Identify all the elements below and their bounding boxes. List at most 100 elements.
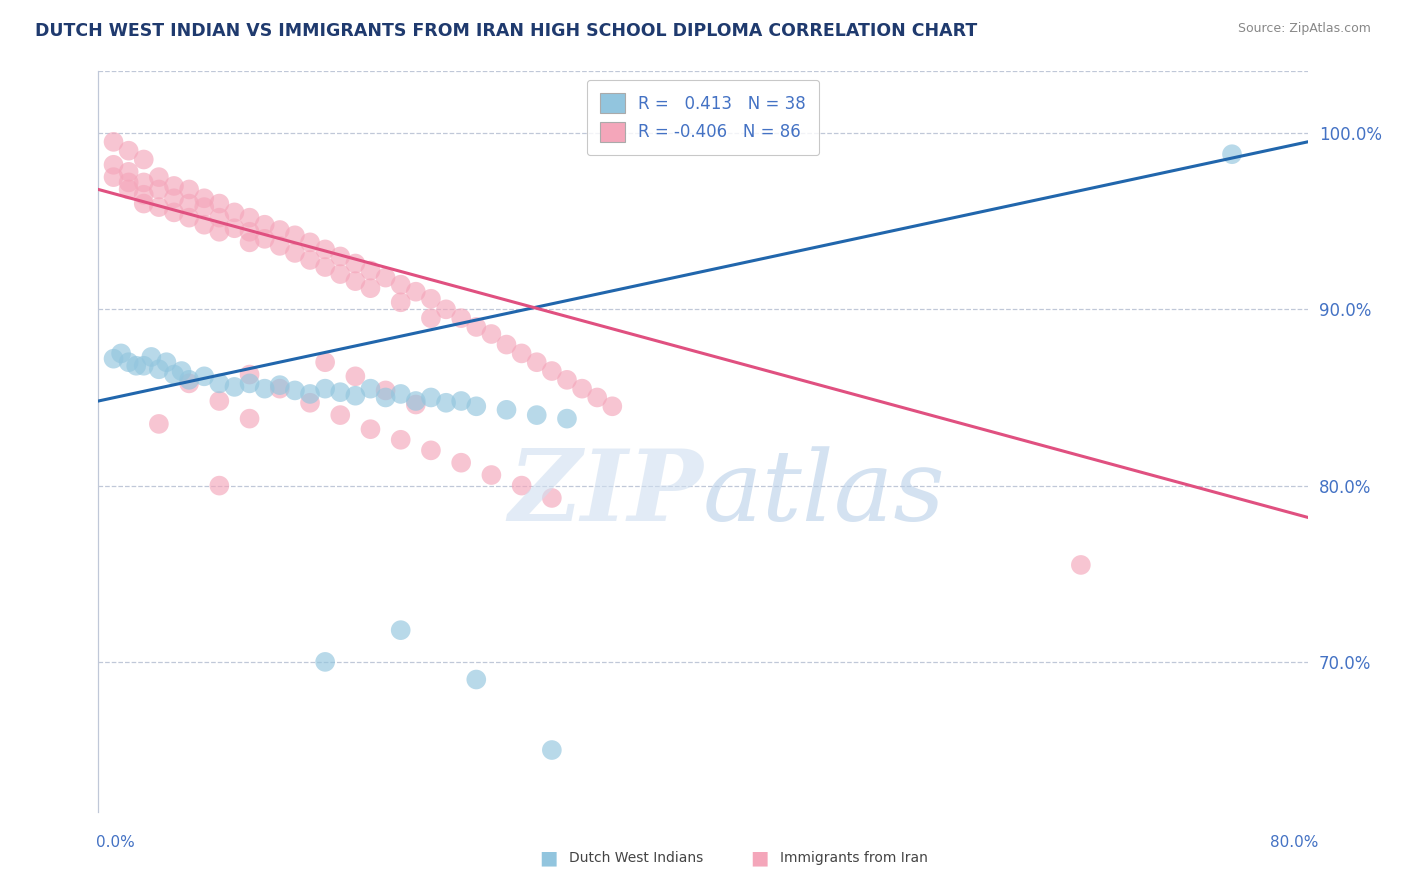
Point (284, 246, 307, 260)
Point (269, 378, 291, 392)
Point (420, 443, 443, 458)
Point (1220, 147, 1243, 161)
Point (193, 218, 215, 232)
Point (170, 364, 193, 378)
Point (239, 211, 262, 225)
Point (481, 326, 503, 341)
Point (141, 350, 163, 364)
Text: ■: ■ (538, 848, 558, 868)
Point (299, 387, 322, 401)
Point (239, 368, 262, 382)
Point (389, 295, 412, 310)
Point (118, 355, 141, 369)
Point (284, 384, 307, 398)
Point (314, 243, 336, 257)
Point (193, 369, 215, 384)
Point (405, 285, 427, 299)
Point (299, 252, 322, 267)
Point (163, 368, 186, 382)
Point (555, 373, 578, 387)
Point (118, 175, 141, 190)
Point (179, 211, 201, 225)
Point (360, 281, 382, 295)
Point (125, 359, 148, 373)
Point (344, 369, 367, 384)
Point (103, 351, 125, 366)
Text: DUTCH WEST INDIAN VS IMMIGRANTS FROM IRAN HIGH SCHOOL DIPLOMA CORRELATION CHART: DUTCH WEST INDIAN VS IMMIGRANTS FROM IRA… (35, 22, 977, 40)
Point (103, 170, 125, 185)
Point (118, 165, 141, 179)
Point (555, 411, 578, 425)
Text: ■: ■ (749, 848, 769, 868)
Point (132, 187, 155, 202)
Point (269, 239, 291, 253)
Point (284, 228, 307, 243)
Point (540, 364, 562, 378)
Point (299, 235, 322, 250)
Point (148, 362, 170, 376)
Point (208, 376, 231, 391)
Point (163, 178, 186, 193)
Legend: R =   0.413   N = 38, R = -0.406   N = 86: R = 0.413 N = 38, R = -0.406 N = 86 (586, 79, 820, 155)
Point (208, 394, 231, 409)
Point (329, 385, 352, 400)
Text: 0.0%: 0.0% (96, 836, 135, 850)
Point (163, 191, 186, 205)
Y-axis label: High School Diploma: High School Diploma (0, 362, 7, 521)
Point (389, 387, 412, 401)
Point (269, 382, 291, 396)
Text: atlas: atlas (703, 446, 946, 541)
Point (586, 391, 609, 405)
Point (148, 182, 170, 196)
Point (314, 655, 336, 669)
Point (179, 376, 201, 391)
Point (434, 302, 457, 317)
Point (103, 135, 125, 149)
Point (269, 223, 291, 237)
Point (179, 196, 201, 211)
Point (360, 263, 382, 277)
Point (405, 394, 427, 409)
Point (132, 175, 155, 190)
Point (208, 211, 231, 225)
Point (329, 249, 352, 263)
Point (239, 411, 262, 425)
Point (193, 200, 215, 214)
Point (540, 491, 562, 505)
Point (374, 270, 396, 285)
Point (329, 267, 352, 281)
Point (253, 232, 276, 246)
Point (450, 311, 472, 326)
Point (389, 277, 412, 292)
Point (465, 399, 488, 413)
Point (148, 417, 170, 431)
Point (526, 408, 548, 422)
Point (360, 382, 382, 396)
Point (118, 144, 141, 158)
Point (495, 402, 517, 417)
Point (253, 382, 276, 396)
Point (208, 478, 231, 492)
Point (495, 337, 517, 351)
Point (163, 205, 186, 219)
Point (224, 205, 246, 219)
Point (118, 182, 141, 196)
Point (465, 320, 488, 334)
Point (510, 346, 533, 360)
Point (239, 376, 262, 391)
Point (103, 158, 125, 172)
Point (208, 196, 231, 211)
Text: Dutch West Indians: Dutch West Indians (569, 851, 703, 865)
Point (540, 743, 562, 757)
Point (344, 389, 367, 403)
Point (526, 355, 548, 369)
Point (420, 311, 443, 326)
Point (110, 346, 132, 360)
Point (420, 292, 443, 306)
Point (602, 399, 624, 413)
Point (132, 153, 155, 167)
Point (465, 673, 488, 687)
Point (571, 382, 593, 396)
Point (299, 396, 322, 410)
Point (481, 468, 503, 483)
